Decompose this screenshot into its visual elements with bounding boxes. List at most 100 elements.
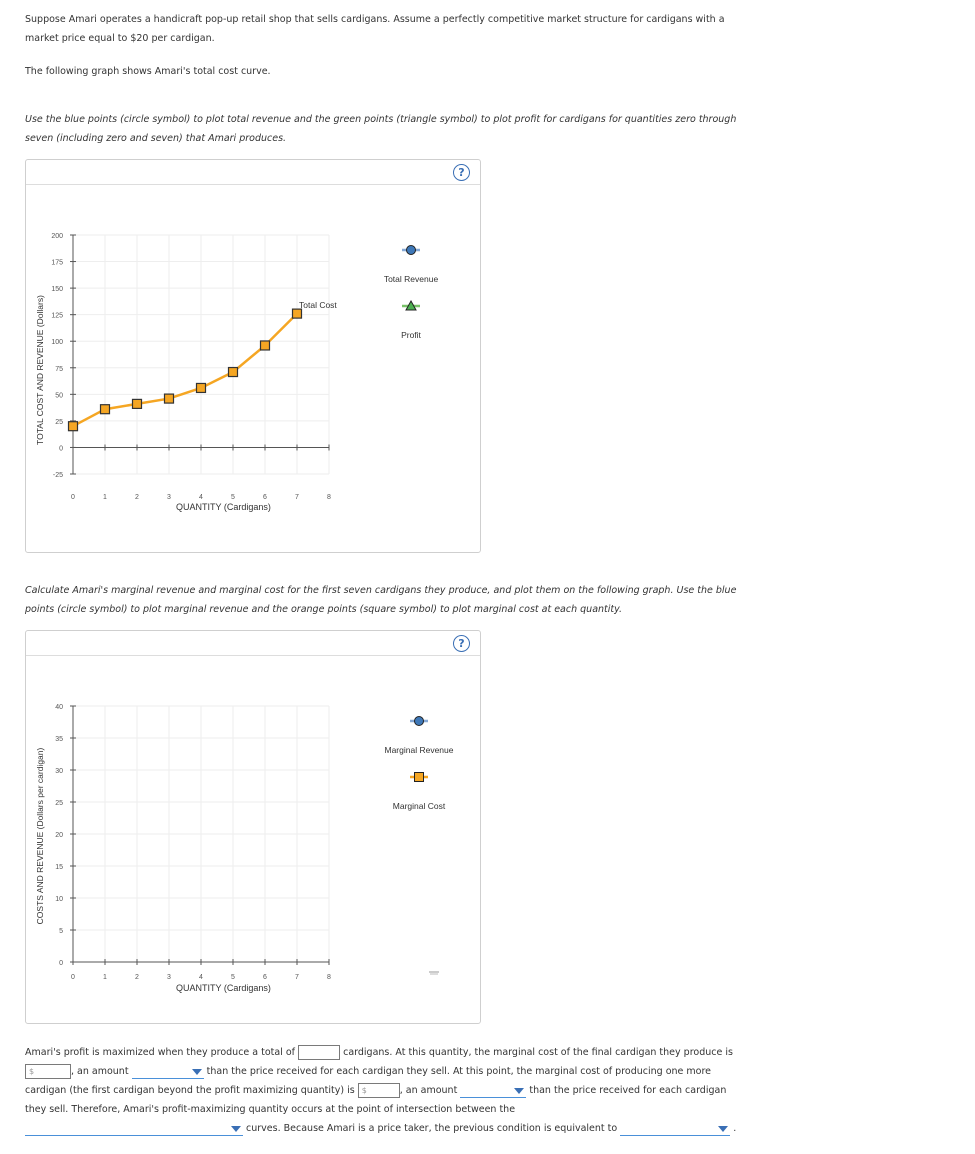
y-tick-label: 50 — [55, 392, 63, 399]
intro-line-2: market price equal to $20 per cardigan. — [25, 33, 215, 44]
x-tick-label: 6 — [263, 494, 267, 501]
total-cost-point[interactable] — [131, 398, 143, 409]
y-tick-label: 15 — [55, 864, 63, 871]
total-cost-line — [72, 312, 298, 428]
total-cost-graph[interactable]: 200 175 150 125 100 75 50 25 0 -25 0 1 2 3 4 5 6 7 8 QUAN… — [26, 160, 480, 552]
total-cost-point[interactable] — [259, 340, 271, 351]
x-tick-label: 2 — [135, 974, 139, 981]
y-tick-label: 20 — [55, 832, 63, 839]
marginal-revenue-legend-tool[interactable] — [410, 716, 428, 726]
intro-graph-note: The following graph shows Amari's total … — [25, 66, 271, 77]
y-tick-label: 25 — [55, 800, 63, 807]
mc-final-input[interactable]: $ — [25, 1064, 71, 1079]
total-cost-point[interactable] — [163, 393, 175, 404]
bottom-line-2: $ , an amount than the price received for… — [25, 1062, 760, 1081]
profit-legend-tool[interactable] — [402, 299, 420, 311]
bottom-text-9: curves. Because Amari is a price taker, … — [246, 1123, 618, 1134]
graph2-x-label: QUANTITY (Cardigans) — [176, 983, 271, 993]
graph2-x-ticks: 0 1 2 3 4 5 6 7 8 — [71, 959, 331, 981]
bottom-text-2: cardigans. At this quantity, the margina… — [343, 1047, 733, 1058]
graph1-data — [67, 308, 303, 432]
total-revenue-legend-label: Total Revenue — [384, 274, 439, 284]
bottom-line-1: Amari's profit is maximized when they pr… — [25, 1043, 760, 1062]
graph2-y-ticks: 40 35 30 25 20 15 10 5 0 — [55, 704, 76, 967]
x-tick-label: 4 — [199, 974, 203, 981]
y-tick-label: 75 — [55, 366, 63, 373]
x-tick-label: 0 — [71, 974, 75, 981]
total-cost-point[interactable] — [195, 382, 207, 394]
marginal-cost-legend-tool[interactable] — [410, 772, 428, 782]
marginal-revenue-legend-label: Marginal Revenue — [385, 745, 454, 755]
instruction-2-line-2: points (circle symbol) to plot marginal … — [25, 604, 623, 615]
condition-dropdown[interactable] — [620, 1122, 731, 1136]
y-tick-label: 125 — [51, 313, 63, 320]
total-cost-point[interactable] — [291, 308, 303, 319]
graph1-x-ticks: 0 1 2 3 4 5 6 7 8 — [71, 444, 331, 501]
bottom-text-6: , an amount — [399, 1085, 458, 1096]
comparison-dropdown-2[interactable] — [460, 1084, 527, 1098]
comparison-dropdown-1[interactable] — [131, 1065, 204, 1079]
x-tick-label: 5 — [231, 974, 235, 981]
quantity-input[interactable] — [298, 1045, 341, 1060]
graph1-gridlines — [72, 234, 330, 475]
y-tick-label: 30 — [55, 768, 63, 775]
instruction-2: Calculate Amari's marginal revenue and m… — [25, 581, 755, 619]
graph1-panel: ? 200 175 150 125 100 75 50 25 0 -25 0 1 2 3 4 5 6 7 8 QU… — [25, 159, 481, 553]
x-tick-label: 3 — [167, 974, 171, 981]
bottom-text-7: than the price received for each cardiga… — [529, 1085, 727, 1096]
instruction-2-line-1: Calculate Amari's marginal revenue and m… — [25, 585, 737, 596]
marginal-graph[interactable]: 40 35 30 25 20 15 10 5 0 0 1 2 3 4 5 6 7 8 QUANTITY (Car… — [26, 631, 480, 1023]
total-cost-point[interactable] — [67, 421, 79, 432]
bottom-text-5: cardigan (the first cardigan beyond the … — [25, 1085, 355, 1096]
bottom-text-3: , an amount — [71, 1066, 129, 1077]
bottom-text-4: than the price received for each cardiga… — [206, 1066, 712, 1077]
graph1-y-ticks: 200 175 150 125 100 75 50 25 0 -25 — [51, 233, 76, 479]
y-tick-label: 200 — [51, 233, 63, 240]
total-cost-point[interactable] — [227, 366, 239, 378]
graph2-gridlines — [72, 705, 330, 963]
help-icon[interactable]: ? — [453, 635, 470, 652]
y-tick-label: 35 — [55, 736, 63, 743]
graph1-y-label: TOTAL COST AND REVENUE (Dollars) — [35, 295, 45, 445]
bottom-text-1: Amari's profit is maximized when they pr… — [25, 1047, 296, 1058]
total-cost-point[interactable] — [99, 404, 111, 415]
bottom-line-5: curves. Because Amari is a price taker, … — [25, 1119, 760, 1138]
x-tick-label: 3 — [167, 494, 171, 501]
y-tick-label: 100 — [51, 339, 63, 346]
dollar-sign: $ — [29, 1067, 35, 1076]
y-tick-label: 150 — [51, 286, 63, 293]
profit-question: Amari's profit is maximized when they pr… — [25, 1043, 760, 1138]
y-tick-label: 0 — [59, 960, 63, 967]
x-tick-label: 7 — [295, 494, 299, 501]
y-tick-label: 40 — [55, 704, 63, 711]
intro-line-1: Suppose Amari operates a handicraft pop-… — [25, 14, 725, 25]
x-tick-label: 5 — [231, 494, 235, 501]
instruction-1-line-2: seven (including zero and seven) that Am… — [25, 133, 287, 144]
instruction-1-line-1: Use the blue points (circle symbol) to p… — [25, 114, 737, 125]
x-tick-label: 1 — [103, 974, 107, 981]
x-tick-label: 6 — [263, 974, 267, 981]
total-revenue-legend-tool[interactable] — [402, 245, 420, 255]
mc-next-input[interactable]: $ — [357, 1083, 400, 1098]
profit-legend-label: Profit — [401, 330, 421, 340]
y-tick-label: -25 — [53, 472, 63, 479]
x-tick-label: 8 — [327, 494, 331, 501]
dollar-sign: $ — [361, 1086, 367, 1095]
graph2-toolbar: ? — [26, 631, 480, 656]
y-tick-label: 175 — [51, 260, 63, 267]
bottom-text-10: . — [733, 1123, 737, 1134]
curves-dropdown[interactable] — [25, 1122, 243, 1136]
intro-paragraph: Suppose Amari operates a handicraft pop-… — [25, 10, 755, 48]
x-tick-label: 0 — [71, 494, 75, 501]
x-tick-label: 1 — [103, 494, 107, 501]
y-tick-label: 0 — [59, 445, 63, 452]
graph1-toolbar: ? — [26, 160, 480, 185]
trash-icon[interactable] — [429, 971, 439, 975]
y-tick-label: 10 — [55, 896, 63, 903]
y-tick-label: 5 — [59, 928, 63, 935]
x-tick-label: 7 — [295, 974, 299, 981]
bottom-line-4: they sell. Therefore, Amari's profit-max… — [25, 1104, 516, 1115]
graph2-panel: ? 40 35 30 25 20 15 10 5 0 0 1 2 3 4 5 6 7 8 QUANTITY (C… — [25, 630, 481, 1024]
help-icon[interactable]: ? — [453, 164, 470, 181]
x-tick-label: 8 — [327, 974, 331, 981]
